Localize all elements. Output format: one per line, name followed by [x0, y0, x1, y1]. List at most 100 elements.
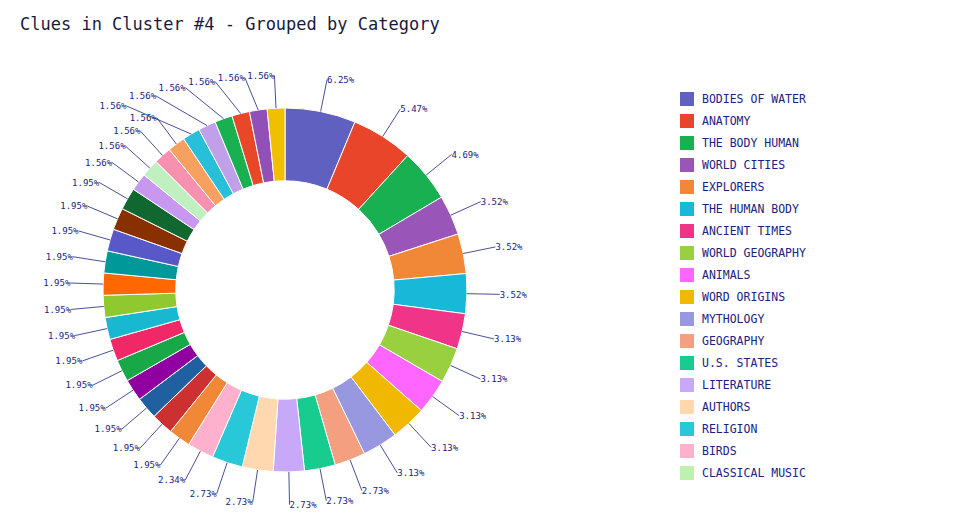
legend-label: WORLD CITIES [702, 158, 785, 172]
legend-item: EXPLORERS [680, 180, 764, 194]
leader-line [253, 470, 258, 502]
legend-label: U.S. STATES [702, 356, 778, 370]
data-label: 1.56% [188, 77, 216, 87]
data-label: 3.13% [494, 334, 522, 344]
legend-label: THE BODY HUMAN [702, 136, 799, 150]
data-label: 1.95% [48, 331, 76, 341]
slice [273, 399, 304, 472]
data-label: 1.95% [46, 252, 74, 262]
leader-line [126, 146, 150, 168]
legend-label: LITERATURE [702, 378, 771, 392]
legend-item: CLASSICAL MUSIC [680, 466, 806, 480]
data-label: 1.56% [129, 91, 157, 101]
data-label: 3.13% [397, 468, 425, 478]
legend-swatch [680, 334, 694, 348]
data-label: 2.73% [362, 486, 390, 496]
data-label: 1.56% [218, 73, 246, 83]
leader-line [409, 423, 431, 447]
data-label: 1.56% [130, 113, 158, 123]
leader-line [383, 109, 401, 137]
data-label: 3.13% [459, 411, 487, 421]
legend-swatch [680, 246, 694, 260]
legend-item: BIRDS [680, 444, 737, 458]
legend-item: LITERATURE [680, 378, 771, 392]
legend-item: THE BODY HUMAN [680, 136, 799, 150]
data-label: 1.95% [51, 226, 79, 236]
data-label: 1.95% [44, 305, 72, 315]
data-label: 1.56% [159, 83, 187, 93]
leader-line [93, 371, 122, 386]
legend-label: RELIGION [702, 422, 757, 436]
data-label: 1.56% [98, 141, 126, 151]
leader-line [157, 118, 177, 144]
legend-swatch [680, 224, 694, 238]
legend-label: EXPLORERS [702, 180, 764, 194]
data-label: 4.69% [452, 150, 480, 160]
leader-line [380, 445, 397, 473]
legend-item: AUTHORS [680, 400, 751, 414]
data-label: 3.52% [500, 289, 528, 299]
leader-line [426, 154, 451, 175]
data-label: 3.52% [481, 197, 509, 207]
data-label: 1.56% [85, 158, 113, 168]
slice [103, 293, 177, 317]
data-label: 1.95% [65, 380, 93, 390]
legend-item: ANATOMY [680, 114, 751, 128]
leader-line [245, 78, 258, 110]
chart-title: Clues in Cluster #4 - Grouped by Categor… [20, 14, 440, 34]
data-label: 2.73% [326, 496, 354, 506]
legend-label: WORLD GEOGRAPHY [702, 246, 806, 260]
legend-swatch [680, 444, 694, 458]
legend-swatch [680, 202, 694, 216]
data-label: 3.13% [480, 374, 508, 384]
legend-item: ANCIENT TIMES [680, 224, 792, 238]
data-label: 5.47% [400, 104, 428, 114]
data-label: 6.25% [327, 75, 355, 85]
leader-line [99, 182, 127, 198]
data-label: 1.95% [113, 443, 141, 453]
legend-label: BODIES OF WATER [702, 92, 806, 106]
leader-line [185, 451, 200, 480]
data-label: 1.95% [60, 201, 88, 211]
legend-item: WORD ORIGINS [680, 290, 785, 304]
leader-line [75, 329, 107, 336]
data-label: 3.13% [431, 443, 459, 453]
leader-line [463, 247, 495, 254]
legend-swatch [680, 312, 694, 326]
legend-swatch [680, 378, 694, 392]
legend-label: GEOGRAPHY [702, 334, 764, 348]
legend-item: U.S. STATES [680, 356, 778, 370]
legend-item: BODIES OF WATER [680, 92, 806, 106]
legend-item: WORLD CITIES [680, 158, 785, 172]
data-label: 1.56% [113, 126, 141, 136]
legend-label: ANCIENT TIMES [702, 224, 792, 238]
chart-svg: Clues in Cluster #4 - Grouped by Categor… [0, 0, 955, 525]
legend-item: THE HUMAN BODY [680, 202, 799, 216]
legend-label: THE HUMAN BODY [702, 202, 799, 216]
data-label: 2.73% [290, 500, 318, 510]
legend-item: WORLD GEOGRAPHY [680, 246, 806, 260]
legend-swatch [680, 466, 694, 480]
data-label: 2.73% [226, 497, 254, 507]
leader-lines [70, 76, 499, 505]
legend-swatch [680, 290, 694, 304]
leader-line [350, 460, 362, 491]
legend-swatch [680, 422, 694, 436]
legend-swatch [680, 136, 694, 150]
legend-swatch [680, 180, 694, 194]
slice [389, 234, 466, 280]
legend-item: ANIMALS [680, 268, 751, 282]
slice [267, 108, 285, 181]
legend: BODIES OF WATER ANATOMY THE BODY HUMAN WORL… [680, 92, 806, 480]
data-label: 1.56% [99, 101, 127, 111]
legend-swatch [680, 92, 694, 106]
data-label: 1.95% [133, 460, 161, 470]
leader-line [82, 350, 113, 361]
leader-line [122, 408, 147, 429]
leader-line [186, 88, 224, 119]
leader-line [156, 96, 207, 126]
legend-label: CLASSICAL MUSIC [702, 466, 806, 480]
leader-line [70, 283, 103, 284]
leader-line [433, 397, 460, 416]
data-label: 1.95% [55, 356, 83, 366]
